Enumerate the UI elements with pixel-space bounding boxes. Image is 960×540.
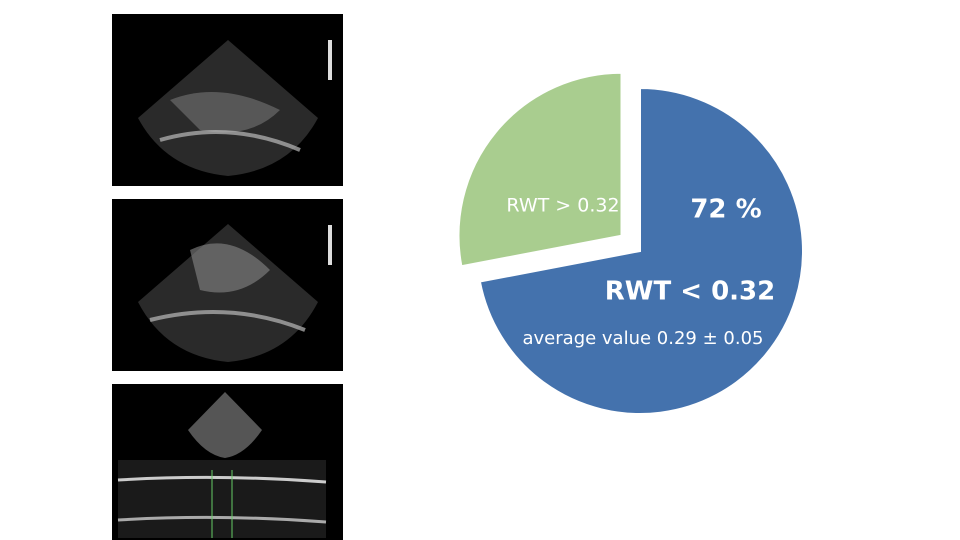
pie-slice — [457, 71, 623, 268]
pie-slice — [478, 86, 804, 415]
ultrasound-image — [112, 14, 343, 186]
pie-chart — [457, 71, 804, 415]
ultrasound-image — [112, 199, 343, 371]
slice-label: RWT < 0.32 — [605, 277, 775, 307]
slice-label: RWT > 0.32 — [506, 195, 619, 217]
ultrasound-image — [112, 384, 343, 540]
annotation: average value 0.29 ± 0.05 — [523, 328, 764, 349]
data-label: 72 % — [690, 195, 761, 225]
